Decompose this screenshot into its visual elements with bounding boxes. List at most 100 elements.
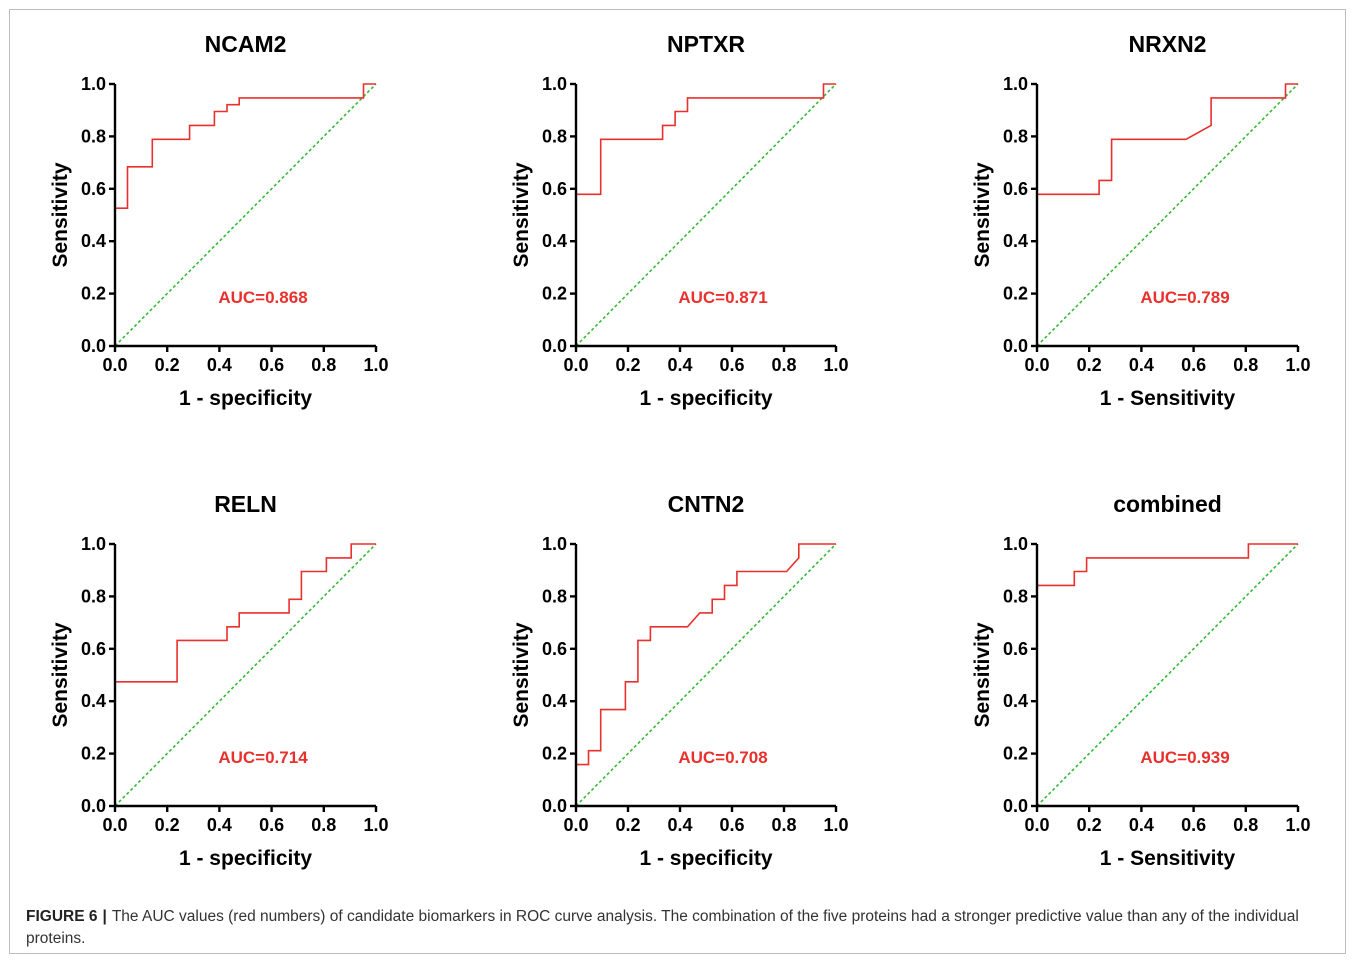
x-tick-label: 0.4 — [1129, 815, 1154, 835]
x-tick-label: 0.2 — [155, 815, 180, 835]
x-axis-label: 1 - Sensitivity — [1100, 387, 1236, 410]
y-tick-label: 0.2 — [542, 744, 567, 764]
x-tick-label: 0.0 — [1024, 815, 1049, 835]
x-tick-label: 0.2 — [615, 815, 640, 835]
x-tick-label: 0.6 — [259, 815, 284, 835]
x-tick-label: 0.6 — [719, 355, 744, 375]
auc-label: AUC=0.789 — [1140, 288, 1229, 307]
roc-panel-nptxr: NPTXR 0.0 0.2 0.4 0.6 0.8 1.0 0.0 0.2 0.4 0.6 0.8 1.… — [510, 31, 849, 410]
roc-panel-nrxn2: NRXN2 0.0 0.2 0.4 0.6 0.8 1.0 0.0 0.2 0.4 0.6 0.8 1.… — [971, 31, 1311, 410]
y-tick-label: 0.0 — [542, 796, 567, 816]
y-tick-label: 0.4 — [81, 691, 106, 711]
x-tick-label: 0.8 — [1233, 815, 1258, 835]
y-tick-label: 1.0 — [81, 534, 106, 554]
auc-label: AUC=0.939 — [1140, 748, 1229, 767]
x-tick-label: 0.0 — [102, 355, 127, 375]
y-tick-label: 0.0 — [1003, 336, 1028, 356]
caption-separator: | — [102, 908, 107, 925]
x-tick-label: 0.4 — [207, 815, 232, 835]
y-axis-label: Sensitivity — [49, 162, 72, 267]
y-axis-label: Sensitivity — [971, 162, 994, 267]
chart-title: combined — [1113, 491, 1222, 517]
y-tick-label: 0.0 — [81, 796, 106, 816]
x-tick-label: 0.2 — [155, 355, 180, 375]
y-tick-label: 0.4 — [81, 231, 106, 251]
y-tick-label: 0.6 — [542, 639, 567, 659]
y-tick-label: 0.8 — [81, 586, 106, 606]
x-tick-label: 0.6 — [1181, 815, 1206, 835]
y-tick-label: 1.0 — [81, 74, 106, 94]
y-tick-label: 0.0 — [542, 336, 567, 356]
y-tick-label: 0.2 — [1003, 744, 1028, 764]
x-tick-label: 1.0 — [1285, 355, 1310, 375]
y-tick-label: 0.8 — [1003, 586, 1028, 606]
y-tick-label: 0.4 — [1003, 231, 1028, 251]
x-tick-label: 0.2 — [1077, 815, 1102, 835]
y-axis-label: Sensitivity — [971, 622, 994, 727]
x-tick-label: 0.8 — [1233, 355, 1258, 375]
x-tick-label: 0.0 — [563, 355, 588, 375]
figure-caption: FIGURE 6 | The AUC values (red numbers) of… — [26, 906, 1326, 950]
y-tick-label: 0.6 — [1003, 179, 1028, 199]
x-tick-label: 0.4 — [667, 355, 692, 375]
reference-line — [1036, 543, 1299, 807]
y-tick-label: 0.8 — [542, 126, 567, 146]
y-tick-label: 0.6 — [1003, 639, 1028, 659]
chart-title: NPTXR — [667, 31, 745, 57]
y-tick-label: 1.0 — [542, 74, 567, 94]
roc-panel-reln: RELN 0.0 0.2 0.4 0.6 0.8 1.0 0.0 0.2 0.4 0.6 0.8 1.0… — [49, 491, 389, 870]
y-axis-label: Sensitivity — [49, 622, 72, 727]
reference-line — [575, 83, 837, 347]
reference-line — [114, 83, 377, 347]
chart-title: NRXN2 — [1129, 31, 1207, 57]
x-tick-label: 0.8 — [311, 355, 336, 375]
x-axis-label: 1 - specificity — [179, 847, 312, 870]
y-tick-label: 0.0 — [81, 336, 106, 356]
x-tick-label: 0.6 — [1181, 355, 1206, 375]
x-tick-label: 1.0 — [1285, 815, 1310, 835]
figure-frame — [9, 9, 1346, 954]
auc-label: AUC=0.868 — [218, 288, 307, 307]
x-tick-label: 0.0 — [563, 815, 588, 835]
caption-text: The AUC values (red numbers) of candidat… — [26, 908, 1299, 947]
reference-line — [114, 543, 377, 807]
roc-panel-ncam2: NCAM2 0.0 0.2 0.4 0.6 0.8 1.0 0.0 0.2 0.4 0.6 0.8 1.… — [49, 31, 389, 410]
x-tick-label: 0.6 — [719, 815, 744, 835]
chart-title: RELN — [214, 491, 277, 517]
x-tick-label: 0.8 — [311, 815, 336, 835]
x-tick-label: 0.8 — [771, 355, 796, 375]
reference-line — [575, 543, 837, 807]
y-tick-label: 0.4 — [1003, 691, 1028, 711]
y-tick-label: 0.2 — [81, 744, 106, 764]
x-tick-label: 0.2 — [615, 355, 640, 375]
roc-panel-combined: combined 0.0 0.2 0.4 0.6 0.8 1.0 0.0 0.2 0.4 0.6 0.… — [971, 491, 1311, 870]
caption-label: FIGURE 6 — [26, 908, 98, 925]
y-axis-label: Sensitivity — [510, 162, 533, 267]
auc-label: AUC=0.871 — [678, 288, 767, 307]
roc-curve — [114, 83, 376, 346]
y-tick-label: 1.0 — [1003, 74, 1028, 94]
chart-title: CNTN2 — [668, 491, 745, 517]
y-tick-label: 0.8 — [542, 586, 567, 606]
x-tick-label: 0.4 — [1129, 355, 1154, 375]
x-axis-label: 1 - specificity — [639, 387, 772, 410]
y-tick-label: 0.4 — [542, 231, 567, 251]
x-axis-label: 1 - specificity — [179, 387, 312, 410]
x-tick-label: 0.0 — [1024, 355, 1049, 375]
roc-curve — [1036, 83, 1298, 346]
y-tick-label: 0.8 — [81, 126, 106, 146]
y-tick-label: 0.6 — [81, 639, 106, 659]
auc-label: AUC=0.708 — [678, 748, 767, 767]
x-tick-label: 1.0 — [363, 355, 388, 375]
x-axis-label: 1 - Sensitivity — [1100, 847, 1236, 870]
x-axis-label: 1 - specificity — [639, 847, 772, 870]
y-tick-label: 0.6 — [81, 179, 106, 199]
x-tick-label: 1.0 — [823, 815, 848, 835]
x-tick-label: 1.0 — [363, 815, 388, 835]
y-tick-label: 1.0 — [542, 534, 567, 554]
x-tick-label: 1.0 — [823, 355, 848, 375]
y-tick-label: 0.2 — [1003, 284, 1028, 304]
roc-curve — [575, 83, 836, 346]
x-tick-label: 0.4 — [207, 355, 232, 375]
